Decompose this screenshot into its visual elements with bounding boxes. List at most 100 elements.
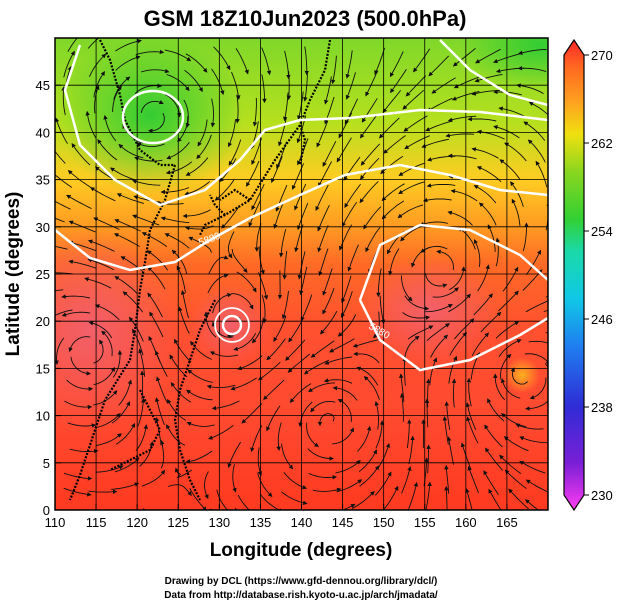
streamline bbox=[522, 222, 529, 252]
streamline bbox=[183, 99, 191, 128]
streamline bbox=[351, 490, 375, 509]
streamline bbox=[61, 86, 66, 116]
streamline bbox=[118, 379, 133, 406]
streamline bbox=[450, 189, 478, 202]
streamline bbox=[471, 332, 490, 357]
streamline bbox=[324, 76, 332, 105]
streamline bbox=[471, 147, 499, 159]
contour-low-center bbox=[121, 89, 185, 145]
contour-northeast bbox=[439, 39, 548, 107]
streamline bbox=[281, 290, 289, 320]
streamline bbox=[55, 217, 65, 223]
streamline bbox=[84, 277, 112, 289]
streamline bbox=[116, 193, 145, 204]
streamline bbox=[71, 142, 91, 166]
streamline bbox=[208, 425, 234, 440]
streamline bbox=[477, 264, 490, 292]
streamline bbox=[209, 351, 238, 357]
streamline bbox=[344, 183, 361, 208]
streamline bbox=[444, 485, 449, 510]
streamline bbox=[178, 306, 190, 334]
streamline bbox=[211, 68, 225, 96]
streamline bbox=[320, 310, 338, 335]
streamline bbox=[160, 216, 190, 224]
streamline bbox=[485, 447, 504, 471]
streamline bbox=[232, 464, 237, 493]
streamline bbox=[352, 339, 381, 348]
streamline bbox=[498, 290, 519, 312]
y-tick-label: 45 bbox=[36, 78, 50, 93]
streamline bbox=[231, 248, 248, 273]
streamline bbox=[374, 47, 386, 76]
streamline bbox=[96, 412, 121, 429]
streamline bbox=[476, 166, 502, 183]
streamline bbox=[332, 427, 354, 445]
streamline bbox=[134, 156, 163, 162]
streamline bbox=[426, 97, 453, 112]
streamline bbox=[115, 55, 141, 71]
streamline bbox=[475, 48, 501, 64]
streamline bbox=[425, 304, 453, 313]
streamline bbox=[55, 272, 73, 275]
coastline bbox=[68, 39, 332, 501]
streamline bbox=[317, 413, 335, 427]
streamline bbox=[448, 293, 471, 313]
streamline bbox=[430, 334, 449, 358]
streamline bbox=[185, 53, 208, 73]
streamline bbox=[478, 202, 497, 226]
streamline bbox=[266, 338, 286, 361]
streamline bbox=[266, 405, 281, 432]
contour-north bbox=[63, 44, 548, 207]
streamline bbox=[381, 183, 405, 202]
x-tick-label: 165 bbox=[496, 515, 518, 530]
streamline bbox=[114, 276, 138, 295]
streamline bbox=[322, 268, 333, 296]
streamline bbox=[113, 233, 140, 247]
streamline bbox=[170, 381, 192, 403]
streamline bbox=[287, 353, 310, 373]
streamline bbox=[167, 398, 187, 421]
streamline bbox=[361, 98, 378, 123]
streamline bbox=[382, 90, 402, 113]
streamline bbox=[529, 377, 547, 400]
streamline bbox=[499, 454, 522, 474]
streamline bbox=[508, 488, 529, 510]
streamline bbox=[101, 330, 113, 357]
streamline bbox=[171, 249, 188, 275]
x-tick-label: 135 bbox=[250, 515, 272, 530]
streamline bbox=[257, 447, 263, 476]
y-axis-label: Latitude (degrees) bbox=[3, 192, 24, 357]
streamline bbox=[211, 400, 240, 411]
streamline bbox=[341, 503, 356, 510]
streamline bbox=[457, 227, 476, 250]
streamline bbox=[96, 433, 122, 446]
streamline bbox=[304, 512, 332, 514]
streamline bbox=[174, 338, 192, 363]
streamline bbox=[68, 336, 91, 353]
streamline bbox=[467, 465, 479, 494]
x-tick-label: 115 bbox=[86, 515, 107, 530]
streamline bbox=[185, 450, 213, 464]
streamline bbox=[115, 422, 136, 445]
streamline bbox=[466, 416, 479, 444]
streamline bbox=[526, 249, 541, 275]
streamline bbox=[501, 412, 527, 428]
streamline bbox=[250, 425, 263, 453]
streamline bbox=[184, 181, 211, 196]
streamline bbox=[281, 443, 294, 470]
streamline bbox=[465, 402, 477, 430]
streamline bbox=[164, 94, 182, 118]
streamline bbox=[237, 494, 250, 510]
streamline bbox=[503, 436, 529, 452]
x-tick-label: 145 bbox=[332, 515, 354, 530]
streamline bbox=[511, 198, 521, 227]
streamline bbox=[228, 139, 242, 166]
streamline bbox=[535, 160, 548, 188]
streamline bbox=[363, 206, 382, 230]
typhoon-center bbox=[221, 314, 243, 336]
streamline bbox=[169, 354, 188, 378]
streamline bbox=[115, 39, 142, 52]
streamline bbox=[344, 98, 359, 125]
streamline bbox=[390, 69, 407, 94]
